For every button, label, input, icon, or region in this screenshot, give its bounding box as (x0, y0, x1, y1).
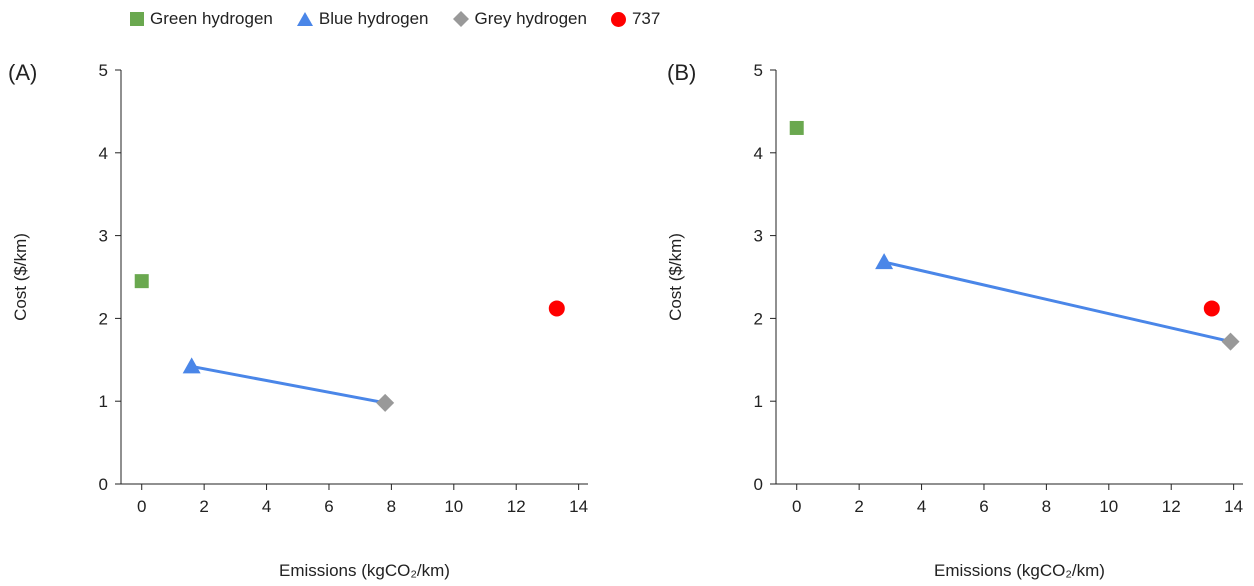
x-tick-label: 2 (854, 497, 863, 516)
x-tick-label: 0 (137, 497, 146, 516)
y-tick-label: 2 (99, 309, 108, 328)
panel-label: (B) (667, 60, 697, 85)
x-tick-label: 10 (444, 497, 463, 516)
x-axis-label: Emissions (kgCO₂/km) (934, 561, 1105, 580)
x-tick-label: 6 (979, 497, 988, 516)
y-tick-label: 3 (754, 227, 763, 246)
y-tick-label: 5 (99, 61, 108, 80)
x-tick-label: 2 (199, 497, 208, 516)
panel-label: (A) (8, 60, 38, 85)
y-tick-label: 3 (99, 227, 108, 246)
legend-label: Blue hydrogen (318, 9, 429, 28)
y-tick-label: 0 (99, 475, 108, 494)
x-tick-label: 0 (792, 497, 801, 516)
x-tick-label: 8 (1042, 497, 1051, 516)
legend-label: Green hydrogen (150, 9, 273, 28)
point-737 (548, 300, 565, 317)
y-axis-label: Cost ($/km) (666, 233, 685, 321)
legend-item-grey-hydrogen: Grey hydrogen (452, 9, 587, 29)
chart-panel-a: (A) 0 1 2 3 4 5 0 2 4 6 8 10 12 14 Emissions (kgCO₂/km… (0, 0, 627, 581)
y-tick-label: 1 (754, 392, 763, 411)
legend-item-green-hydrogen: Green hydrogen (130, 9, 273, 29)
legend-triangle-marker (296, 12, 313, 26)
x-axis-label: Emissions (kgCO₂/km) (279, 561, 450, 580)
legend-diamond-marker (452, 11, 469, 27)
point-blue-hydrogen (182, 357, 201, 374)
y-axis-label: Cost ($/km) (11, 233, 30, 321)
legend-circle-marker (610, 11, 626, 27)
point-blue-hydrogen (875, 253, 894, 270)
point-green-hydrogen (789, 120, 804, 135)
point-737 (1203, 300, 1220, 317)
x-tick-label: 4 (917, 497, 926, 516)
x-tick-label: 4 (262, 497, 271, 516)
chart-panel-b: (B) 0 1 2 3 4 5 0 2 4 6 8 10 12 14 Emissions (kgCO₂/km… (627, 0, 1254, 581)
point-green-hydrogen (134, 274, 149, 289)
legend-item-blue-hydrogen: Blue hydrogen (296, 9, 429, 29)
legend-item-737: 737 (610, 9, 661, 29)
connector-line (883, 260, 1231, 344)
point-grey-hydrogen (1221, 332, 1240, 351)
chart-legend: Green hydrogen Blue hydrogen Grey hydrog… (130, 8, 684, 30)
y-tick-label: 4 (754, 144, 763, 163)
y-tick-label: 5 (754, 61, 763, 80)
x-tick-label: 14 (569, 497, 588, 516)
y-tick-label: 4 (99, 144, 108, 163)
x-tick-label: 6 (324, 497, 333, 516)
connector-line (191, 364, 386, 405)
y-tick-label: 1 (99, 392, 108, 411)
legend-label: 737 (631, 9, 661, 28)
legend-square-marker (130, 12, 144, 26)
y-tick-label: 0 (754, 475, 763, 494)
x-tick-label: 12 (507, 497, 526, 516)
x-tick-label: 12 (1162, 497, 1181, 516)
x-tick-label: 8 (387, 497, 396, 516)
y-tick-label: 2 (754, 309, 763, 328)
x-tick-label: 14 (1224, 497, 1243, 516)
point-grey-hydrogen (376, 393, 395, 412)
legend-label: Grey hydrogen (474, 9, 587, 28)
x-tick-label: 10 (1099, 497, 1118, 516)
